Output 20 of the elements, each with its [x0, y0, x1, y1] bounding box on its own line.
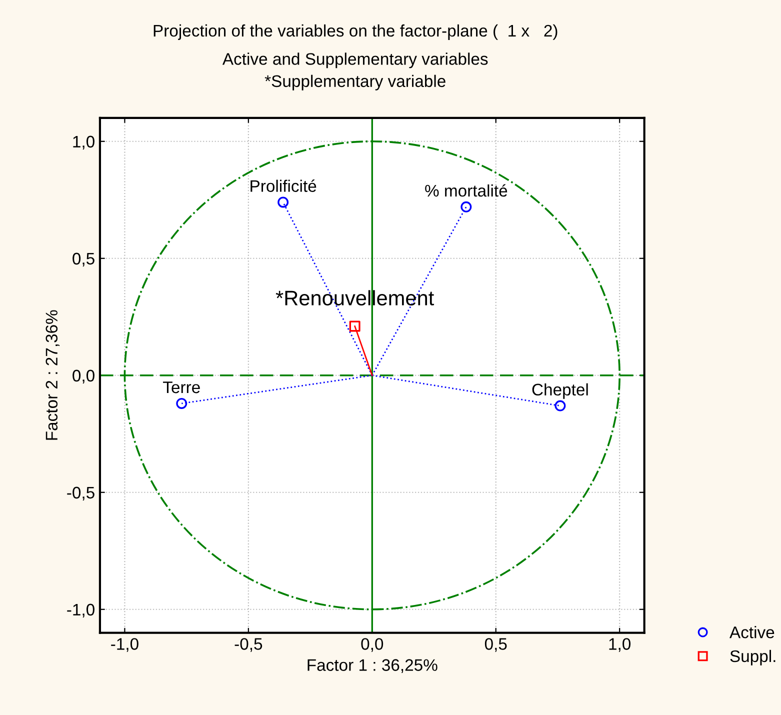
- legend-label: Active: [730, 626, 774, 638]
- y-tick-label: 0,0: [72, 370, 94, 384]
- y-axis-title: Factor 2 : 27,36%: [46, 310, 60, 440]
- y-tick-label: 0,5: [72, 252, 94, 267]
- chart-title: Projection of the variables on the factor-plane ( 1 x 2): [154, 24, 558, 40]
- x-tick-label: 0,5: [484, 638, 507, 652]
- annotation: Prolificité: [250, 180, 316, 192]
- annotation: Cheptel: [532, 383, 588, 399]
- x-axis-title: Factor 1 : 36,25%: [308, 659, 438, 673]
- x-tick-label: -0,5: [234, 638, 262, 652]
- legend-label: Suppl.: [730, 650, 776, 666]
- annotation: Terre: [163, 382, 200, 394]
- x-tick-label: -1,0: [111, 638, 138, 652]
- annotation: % mortalité: [425, 184, 508, 197]
- chart-subtitle: Active and Supplementary variables *Supplementary variable: [222, 52, 488, 90]
- y-tick-label: -1,0: [67, 604, 94, 618]
- x-tick-label: 0,0: [361, 638, 384, 652]
- y-tick-label: 1,0: [73, 136, 94, 150]
- y-tick-label: -0,5: [67, 486, 94, 501]
- x-tick-label: 1,0: [609, 638, 631, 652]
